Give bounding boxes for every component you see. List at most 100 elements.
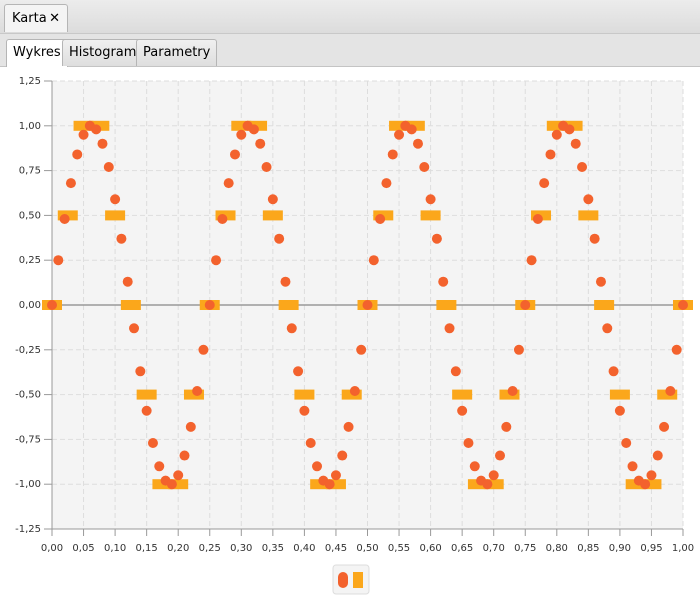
y-tick-label: 1,00 — [19, 121, 41, 132]
point — [236, 129, 247, 140]
point — [73, 120, 94, 131]
close-icon[interactable]: ✕ — [49, 11, 60, 26]
window-tab[interactable]: Karta ✕ — [4, 4, 68, 32]
point — [324, 479, 335, 490]
point — [406, 124, 417, 135]
point — [420, 210, 441, 221]
point — [305, 437, 316, 448]
point — [614, 405, 625, 416]
y-tick-label: 0,00 — [19, 300, 41, 311]
point — [47, 300, 57, 310]
point — [545, 149, 556, 160]
x-tick-label: 0,05 — [72, 543, 94, 554]
window-tab-label: Karta — [12, 11, 47, 26]
y-tick-label: -1,00 — [15, 479, 41, 490]
point — [255, 138, 266, 149]
point — [368, 255, 379, 266]
point — [325, 479, 346, 490]
point — [185, 421, 196, 432]
point — [457, 405, 468, 416]
y-tick-label: 0,75 — [19, 166, 41, 177]
y-tick-label: -0,75 — [15, 434, 41, 445]
tab[interactable]: Parametry — [136, 39, 218, 66]
point — [444, 323, 455, 334]
x-tick-label: 0,60 — [419, 543, 441, 554]
point — [450, 366, 461, 377]
point — [262, 210, 283, 221]
point — [91, 124, 102, 135]
x-tick-label: 0,65 — [451, 543, 473, 554]
point — [389, 120, 410, 131]
tab[interactable]: Wykres — [6, 39, 68, 67]
point — [551, 129, 562, 140]
point — [136, 389, 157, 400]
x-tick-label: 0,55 — [388, 543, 410, 554]
point — [589, 233, 600, 244]
point — [173, 470, 184, 481]
x-tick-label: 0,80 — [546, 543, 568, 554]
point — [120, 300, 141, 310]
tab-bar: Wykres Histogram Parametry — [0, 34, 700, 67]
point — [59, 213, 70, 224]
point — [375, 213, 386, 224]
point — [501, 421, 512, 432]
point — [154, 461, 165, 472]
point — [431, 233, 442, 244]
point — [97, 138, 108, 149]
x-tick-label: 0,40 — [293, 543, 315, 554]
point — [217, 213, 228, 224]
point — [513, 344, 524, 355]
point — [483, 479, 504, 490]
x-tick-label: 0,75 — [514, 543, 536, 554]
point — [640, 479, 651, 490]
point — [349, 386, 360, 397]
x-tick-label: 1,00 — [672, 543, 694, 554]
point — [594, 300, 615, 310]
point — [507, 386, 518, 397]
point — [621, 437, 632, 448]
x-tick-label: 0,45 — [325, 543, 347, 554]
point — [278, 300, 299, 310]
point — [286, 323, 297, 334]
point — [274, 233, 285, 244]
x-tick-label: 0,30 — [230, 543, 252, 554]
x-tick-label: 0,15 — [136, 543, 158, 554]
point — [312, 461, 323, 472]
point — [105, 210, 126, 221]
point — [280, 276, 291, 287]
point — [147, 437, 158, 448]
point — [72, 149, 83, 160]
y-tick-label: -0,50 — [15, 390, 41, 401]
x-tick-label: 0,20 — [167, 543, 189, 554]
point — [526, 255, 537, 266]
point — [330, 470, 341, 481]
point — [652, 450, 663, 461]
point — [495, 450, 506, 461]
point — [299, 405, 310, 416]
point — [337, 450, 348, 461]
point — [204, 300, 215, 310]
point — [570, 138, 581, 149]
point — [482, 479, 493, 490]
x-tick-label: 0,10 — [104, 543, 126, 554]
point — [595, 276, 606, 287]
point — [425, 194, 436, 205]
legend-symbol — [338, 572, 348, 588]
point — [452, 389, 473, 400]
x-tick-label: 0,35 — [262, 543, 284, 554]
point — [641, 479, 662, 490]
point — [211, 255, 222, 266]
point — [627, 461, 638, 472]
point — [608, 366, 619, 377]
point — [166, 479, 177, 490]
point — [267, 194, 278, 205]
y-tick-label: 1,25 — [19, 76, 41, 87]
point — [229, 149, 240, 160]
x-tick-label: 0,95 — [640, 543, 662, 554]
point — [387, 149, 398, 160]
point — [532, 213, 543, 224]
point — [53, 255, 64, 266]
point — [546, 120, 567, 131]
point — [343, 421, 354, 432]
